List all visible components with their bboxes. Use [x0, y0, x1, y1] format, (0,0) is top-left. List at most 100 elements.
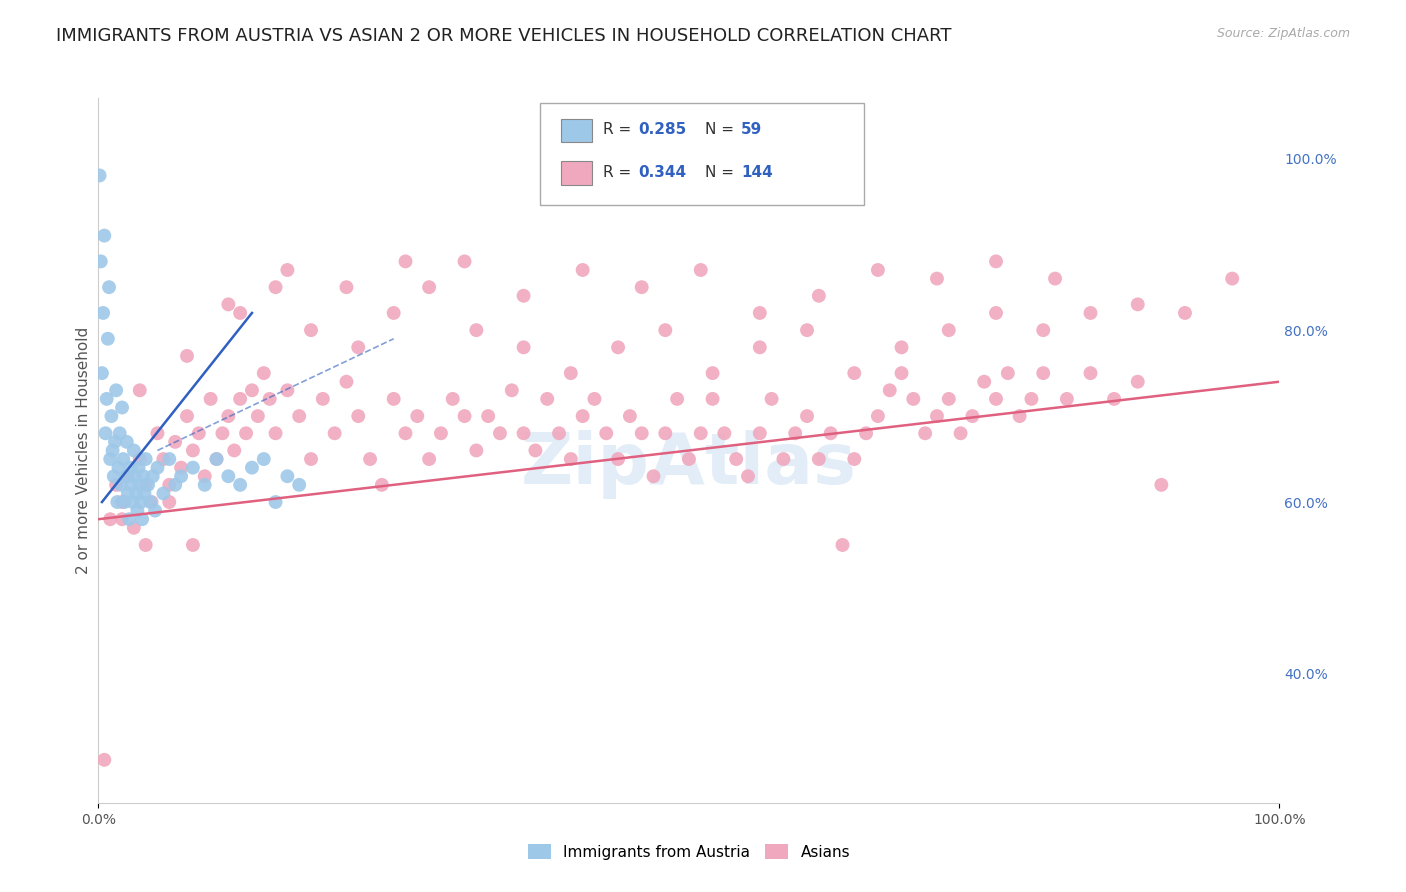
Text: 144: 144: [741, 165, 773, 179]
Point: [359, 452, 381, 467]
Point: [101, 443, 124, 458]
Point: [105, 478, 128, 492]
Point: [949, 426, 972, 441]
Point: [831, 538, 853, 552]
Point: [152, 452, 174, 467]
Point: [124, 469, 146, 483]
Point: [105, 495, 128, 509]
Point: [548, 426, 571, 441]
Point: [128, 460, 150, 475]
Point: [125, 486, 148, 500]
Point: [1032, 323, 1054, 337]
Point: [205, 452, 228, 467]
Point: [122, 443, 145, 458]
Point: [97, 332, 120, 346]
Point: [1021, 392, 1043, 406]
Point: [453, 254, 475, 268]
Point: [666, 392, 689, 406]
Point: [105, 384, 128, 398]
Point: [90, 254, 112, 268]
Point: [748, 426, 770, 441]
Point: [129, 495, 152, 509]
Point: [973, 375, 995, 389]
Point: [143, 503, 166, 517]
Point: [796, 323, 818, 337]
Point: [820, 426, 842, 441]
Point: [240, 384, 263, 398]
Point: [866, 409, 889, 423]
Point: [689, 426, 711, 441]
Point: [702, 366, 724, 380]
Point: [117, 469, 139, 483]
Point: [98, 512, 121, 526]
Point: [107, 460, 129, 475]
Point: [111, 512, 134, 526]
Point: [93, 228, 115, 243]
Point: [890, 340, 912, 354]
Point: [157, 495, 180, 509]
Point: [89, 169, 111, 183]
Point: [382, 392, 405, 406]
Point: [128, 478, 150, 492]
Point: [785, 426, 807, 441]
Point: [489, 426, 512, 441]
Point: [441, 392, 464, 406]
Text: IMMIGRANTS FROM AUSTRIA VS ASIAN 2 OR MORE VEHICLES IN HOUSEHOLD CORRELATION CHA: IMMIGRANTS FROM AUSTRIA VS ASIAN 2 OR MO…: [56, 27, 952, 45]
Point: [181, 443, 204, 458]
Point: [115, 434, 138, 449]
Point: [132, 469, 155, 483]
Point: [211, 426, 233, 441]
Point: [595, 426, 617, 441]
Point: [1150, 478, 1173, 492]
Text: Source: ZipAtlas.com: Source: ZipAtlas.com: [1216, 27, 1350, 40]
Point: [108, 426, 131, 441]
Point: [855, 426, 877, 441]
Point: [165, 478, 187, 492]
Point: [176, 409, 198, 423]
Point: [110, 478, 132, 492]
Point: [371, 478, 394, 492]
Point: [131, 512, 153, 526]
Point: [654, 323, 676, 337]
Point: [200, 392, 222, 406]
Point: [229, 306, 252, 320]
Point: [157, 452, 180, 467]
Point: [1174, 306, 1197, 320]
Point: [93, 753, 115, 767]
Point: [100, 409, 122, 423]
Point: [194, 478, 217, 492]
Text: N =: N =: [704, 165, 738, 179]
Point: [135, 478, 157, 492]
Point: [323, 426, 346, 441]
Point: [264, 280, 287, 294]
Point: [299, 452, 322, 467]
Point: [879, 384, 901, 398]
Point: [112, 495, 135, 509]
Point: [112, 452, 135, 467]
Point: [229, 392, 252, 406]
Point: [94, 426, 117, 441]
Point: [98, 452, 121, 467]
Point: [264, 495, 287, 509]
Point: [152, 486, 174, 500]
Point: [394, 426, 416, 441]
Point: [128, 384, 150, 398]
Point: [91, 306, 114, 320]
Point: [224, 443, 246, 458]
Y-axis label: 2 or more Vehicles in Household: 2 or more Vehicles in Household: [76, 326, 91, 574]
Point: [299, 323, 322, 337]
Point: [654, 426, 676, 441]
Legend: Immigrants from Austria, Asians: Immigrants from Austria, Asians: [522, 838, 856, 865]
Point: [984, 392, 1007, 406]
Point: [217, 297, 239, 311]
Point: [984, 306, 1007, 320]
Point: [925, 409, 948, 423]
Point: [288, 478, 311, 492]
Point: [122, 521, 145, 535]
Point: [1126, 375, 1149, 389]
Point: [194, 469, 217, 483]
Point: [253, 452, 276, 467]
Point: [418, 280, 440, 294]
Point: [713, 426, 735, 441]
Point: [240, 460, 263, 475]
